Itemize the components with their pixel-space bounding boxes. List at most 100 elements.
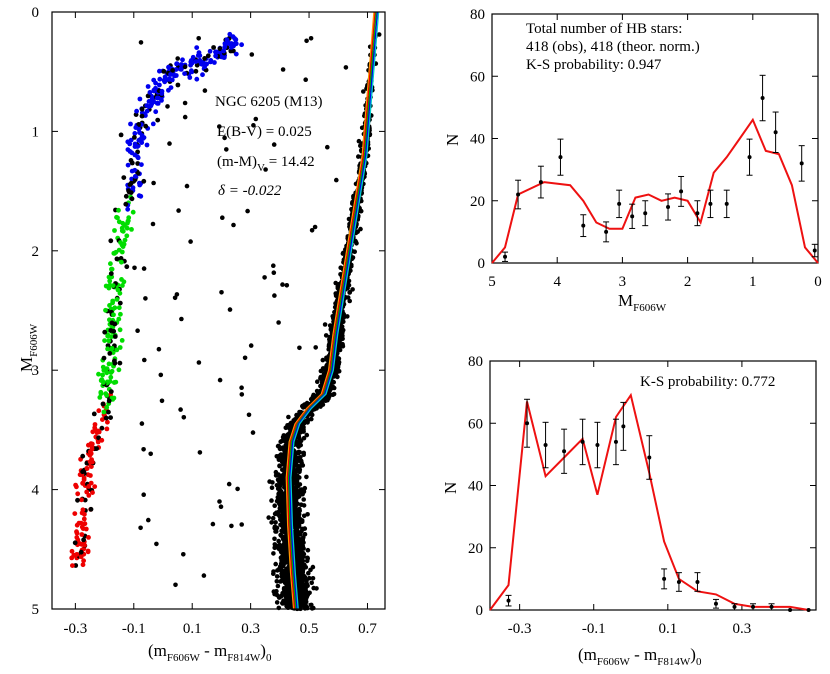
cmd-annotation-modulus-sub: V [257, 162, 265, 174]
cmd-hb-star [139, 140, 145, 146]
cmd-field-star [239, 385, 244, 391]
cmd-field-star [165, 104, 170, 109]
cmd-star [295, 474, 301, 480]
cmd-hb-star [232, 41, 238, 46]
cmd-field-star [263, 167, 268, 172]
cmd-hb-star [104, 405, 110, 410]
cmd-isochrone-line [290, 11, 380, 610]
cmd-xtick-label: -0.1 [122, 621, 146, 637]
hist-xtick-label: 0.1 [658, 621, 677, 637]
cmd-star [345, 295, 351, 300]
cmd-panel: -0.3 -0.1 0.1 0.3 0.5 0.7 0 1 2 3 4 5 NGC 6205 (M13… [17, 5, 386, 664]
cmd-hb-star [88, 473, 93, 478]
cmd-star [300, 581, 306, 587]
cmd-hb-star [157, 68, 162, 74]
obs-point [695, 211, 700, 216]
cmd-hb-star [129, 176, 135, 182]
cmd-field-star [250, 430, 256, 435]
cmd-hb-star [111, 395, 117, 401]
cmd-field-star [141, 492, 146, 498]
cmd-star [300, 550, 306, 556]
obs-point [676, 579, 681, 584]
cmd-field-star [156, 346, 162, 352]
cmd-star [275, 443, 281, 449]
cmd-hb-star [213, 49, 219, 55]
cmd-field-star [138, 40, 144, 45]
cmd-star [272, 503, 278, 509]
cmd-annotation-modulus-value: = 14.42 [265, 154, 315, 170]
cmd-hb-star [127, 182, 133, 188]
hist-xtick-label: -0.3 [508, 621, 532, 637]
cmd-hb-star [161, 69, 167, 74]
cmd-hb-star [103, 415, 109, 421]
hist-ytick-label: 80 [470, 7, 485, 23]
cmd-hb-star [111, 312, 116, 318]
obs-point [581, 223, 586, 228]
cmd-hb-star [107, 379, 113, 384]
cmd-hb-star [188, 59, 194, 65]
cmd-hb-star [193, 68, 199, 74]
cmd-hb-star [211, 45, 217, 50]
cmd-ytick-label: 0 [32, 5, 40, 21]
hist2-ticks: -0.3 -0.1 0.1 0.3 0 20 40 60 80 [468, 354, 816, 637]
cmd-field-star [182, 114, 188, 120]
cmd-field-star [251, 123, 256, 128]
cmd-hb-star [139, 106, 145, 112]
cmd-hb-star [82, 542, 87, 548]
cmd-hb-star [233, 37, 239, 43]
cmd-hb-star [108, 389, 114, 394]
cmd-star [273, 520, 278, 525]
cmd-hb-star [125, 162, 131, 168]
cmd-hb-star [196, 50, 202, 55]
cmd-star [295, 565, 300, 570]
cmd-hb-star [81, 516, 87, 522]
cmd-field-star [181, 552, 186, 557]
cmd-star [341, 250, 346, 256]
cmd-star [300, 592, 306, 597]
cmd-star [302, 577, 308, 582]
cmd-field-star [167, 141, 172, 146]
cmd-hb-star [76, 520, 82, 526]
hist2-observed-points [505, 398, 811, 612]
obs-point [503, 254, 508, 259]
cmd-hb-star [132, 174, 138, 179]
cmd-hb-star [122, 222, 127, 228]
cmd-star [294, 513, 300, 518]
cmd-star [282, 529, 287, 535]
cmd-star [282, 482, 287, 488]
cmd-star [330, 392, 336, 398]
cmd-field-star [276, 320, 281, 325]
cmd-field-star [280, 282, 285, 287]
cmd-field-star [253, 116, 259, 122]
cmd-hb-star [77, 541, 83, 547]
obs-point [679, 189, 684, 194]
obs-point [538, 180, 543, 185]
cmd-star [274, 498, 280, 504]
cmd-star [301, 497, 307, 502]
obs-point [643, 211, 648, 216]
hist-ytick-label: 80 [468, 354, 483, 370]
cmd-field-star [178, 407, 183, 412]
cmd-hb-star [239, 42, 245, 48]
cmd-field-star [304, 38, 309, 44]
cmd-hb-star [106, 409, 111, 415]
cmd-hb-star [108, 415, 113, 420]
cmd-hb-star [91, 411, 97, 417]
cmd-star [356, 154, 361, 159]
cmd-hb-star [72, 511, 78, 516]
cmd-hb-star [82, 521, 88, 527]
cmd-star [271, 589, 277, 594]
cmd-star [301, 573, 306, 578]
hist1-observed-points [502, 74, 818, 262]
cmd-hb-star [170, 68, 176, 73]
cmd-hb-star [108, 370, 114, 375]
cmd-hb-star [84, 466, 90, 471]
cmd-star [301, 587, 306, 593]
cmd-star [273, 561, 279, 567]
cmd-star [281, 586, 287, 591]
cmd-hb-star [119, 259, 124, 265]
cmd-hb-star [117, 327, 123, 333]
cmd-star [297, 489, 303, 495]
obs-point [788, 608, 793, 612]
cmd-field-star [210, 521, 216, 527]
